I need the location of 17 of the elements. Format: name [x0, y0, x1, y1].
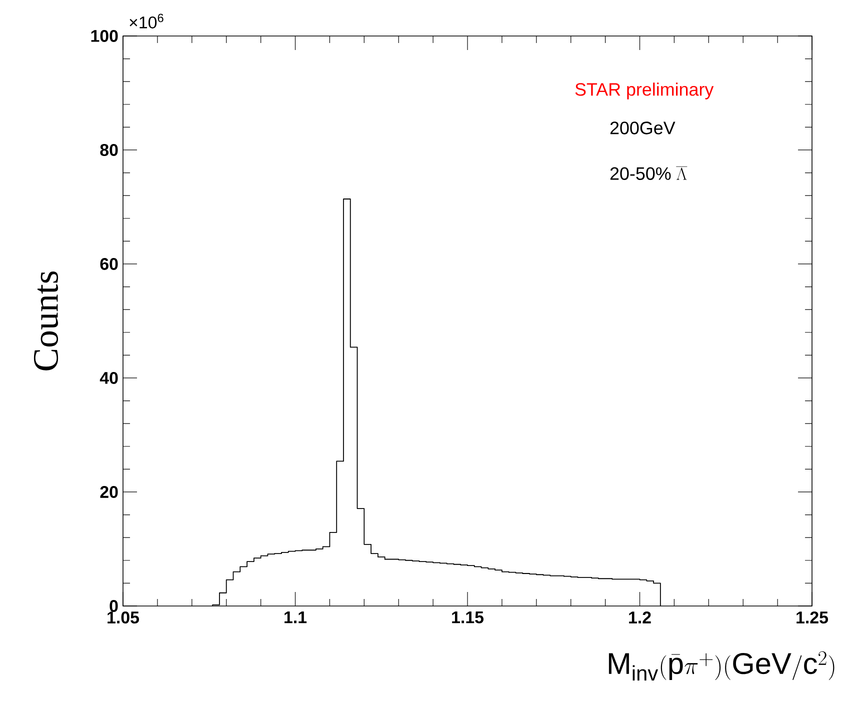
- x-tick-label: 1.25: [796, 612, 828, 624]
- x-tick-label: 1.15: [452, 612, 484, 624]
- y-tick-label: 100: [91, 30, 118, 42]
- annotation: STAR preliminary: [575, 82, 714, 100]
- text: ×10$^{6}$: [130, 14, 164, 28]
- x-tick-label: 1.1: [284, 612, 307, 624]
- y-tick-label: 80: [100, 144, 118, 156]
- y-tick-label: 40: [100, 372, 118, 384]
- y-axis-title: Counts: [34, 271, 58, 370]
- x-tick-label: 1.2: [629, 612, 651, 624]
- y-tick-label: 0: [110, 600, 118, 612]
- x-tick-label: 1.05: [108, 612, 140, 624]
- x-axis-title: $\mathrm{M}_{\mathrm{inv}}(\bar{\mathrm{p}}\pi^{+})(\mathrm{GeV}/\mathrm{c}^{2})$: [608, 651, 834, 680]
- annotation: $\mbox{20-50\%}\;\overline{\Lambda}$: [610, 166, 688, 180]
- y-tick-label: 20: [100, 486, 118, 498]
- y-tick-label: 60: [100, 258, 118, 270]
- annotation: 200GeV: [610, 122, 676, 134]
